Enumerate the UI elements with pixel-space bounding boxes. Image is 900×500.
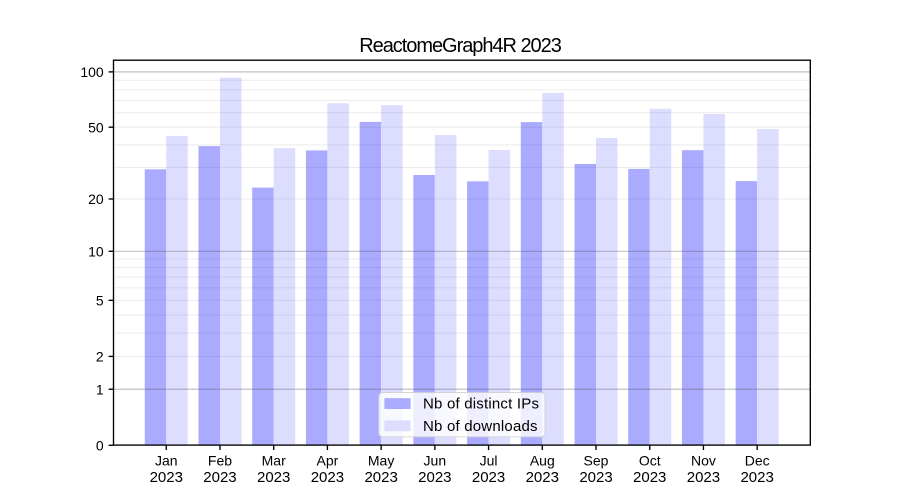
svg-text:2023: 2023 [203, 469, 236, 486]
svg-text:Nb of distinct IPs: Nb of distinct IPs [423, 396, 539, 413]
svg-text:2023: 2023 [526, 469, 559, 486]
svg-text:Nb of downloads: Nb of downloads [423, 418, 538, 435]
svg-text:Dec: Dec [745, 453, 770, 469]
svg-text:2023: 2023 [579, 469, 612, 486]
svg-text:2023: 2023 [364, 469, 397, 486]
svg-text:2023: 2023 [311, 469, 344, 486]
svg-text:Feb: Feb [208, 453, 232, 469]
svg-text:5: 5 [96, 292, 104, 308]
svg-text:2023: 2023 [150, 469, 183, 486]
svg-text:Nov: Nov [691, 453, 716, 469]
svg-text:ReactomeGraph4R 2023: ReactomeGraph4R 2023 [359, 35, 561, 57]
svg-text:Jun: Jun [424, 453, 447, 469]
svg-text:May: May [368, 453, 394, 469]
svg-text:2023: 2023 [633, 469, 666, 486]
svg-text:2023: 2023 [418, 469, 451, 486]
svg-text:Aug: Aug [530, 453, 555, 469]
svg-text:Oct: Oct [639, 453, 661, 469]
svg-text:Jan: Jan [155, 453, 178, 469]
svg-text:Mar: Mar [262, 453, 286, 469]
svg-text:2023: 2023 [472, 469, 505, 486]
svg-text:0: 0 [96, 437, 104, 453]
svg-text:Jul: Jul [480, 453, 498, 469]
svg-text:20: 20 [88, 191, 104, 207]
svg-text:2023: 2023 [257, 469, 290, 486]
svg-text:10: 10 [88, 243, 104, 259]
svg-text:Apr: Apr [317, 453, 339, 469]
svg-text:100: 100 [80, 64, 104, 80]
svg-text:50: 50 [88, 119, 104, 135]
svg-text:2023: 2023 [687, 469, 720, 486]
svg-text:2: 2 [96, 349, 104, 365]
svg-text:Sep: Sep [584, 453, 609, 469]
svg-text:1: 1 [96, 381, 104, 397]
svg-text:2023: 2023 [740, 469, 773, 486]
